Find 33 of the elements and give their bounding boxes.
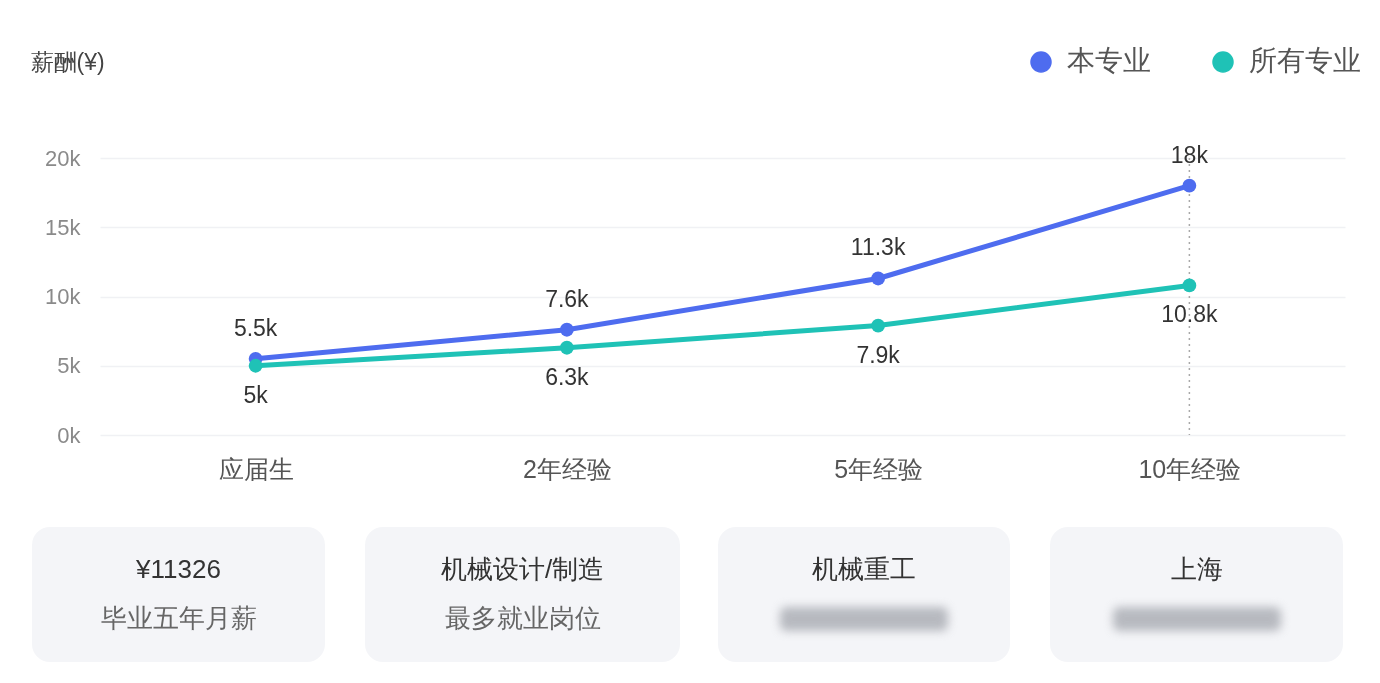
- point: [871, 271, 886, 286]
- legend-label: 本专业: [1067, 45, 1151, 76]
- point: [1182, 178, 1197, 193]
- y-tick-label: 10k: [45, 284, 82, 309]
- text: 机械设计/制造: [439, 553, 606, 586]
- y-tick-label: 0k: [57, 422, 82, 448]
- data-label: 5k: [243, 381, 269, 408]
- x-tick-label: 应届生: [218, 454, 294, 483]
- data-label: 5.5k: [233, 314, 278, 341]
- text: ¥11326: [135, 553, 222, 586]
- legend-label: 所有专业: [1249, 45, 1361, 76]
- data-label: 7.6k: [545, 285, 590, 312]
- y-tick-label: 20k: [45, 145, 82, 171]
- x-tick-label: 5年经验: [834, 454, 924, 483]
- point: [871, 318, 886, 333]
- point: [248, 358, 263, 373]
- data-label: 7.9k: [856, 341, 901, 368]
- x-tick-label: 2年经验: [522, 454, 612, 483]
- x-tick-label: 10年经验: [1138, 454, 1242, 483]
- point: [1182, 278, 1197, 293]
- point: [559, 340, 574, 355]
- point: [559, 322, 574, 337]
- data-label: 10.8k: [1161, 301, 1219, 328]
- text: 机械重工: [811, 553, 917, 586]
- text: 上海: [1169, 553, 1224, 586]
- text: 最多就业岗位: [443, 602, 602, 635]
- data-label: 6.3k: [545, 363, 590, 390]
- data-label: 11.3k: [850, 234, 906, 261]
- data-label: 18k: [1170, 141, 1209, 168]
- y-axis-title: 薪酬(¥): [30, 48, 105, 75]
- text: 毕业五年月薪: [99, 602, 258, 635]
- y-tick-label: 15k: [45, 214, 82, 240]
- y-tick-label: 5k: [57, 353, 82, 379]
